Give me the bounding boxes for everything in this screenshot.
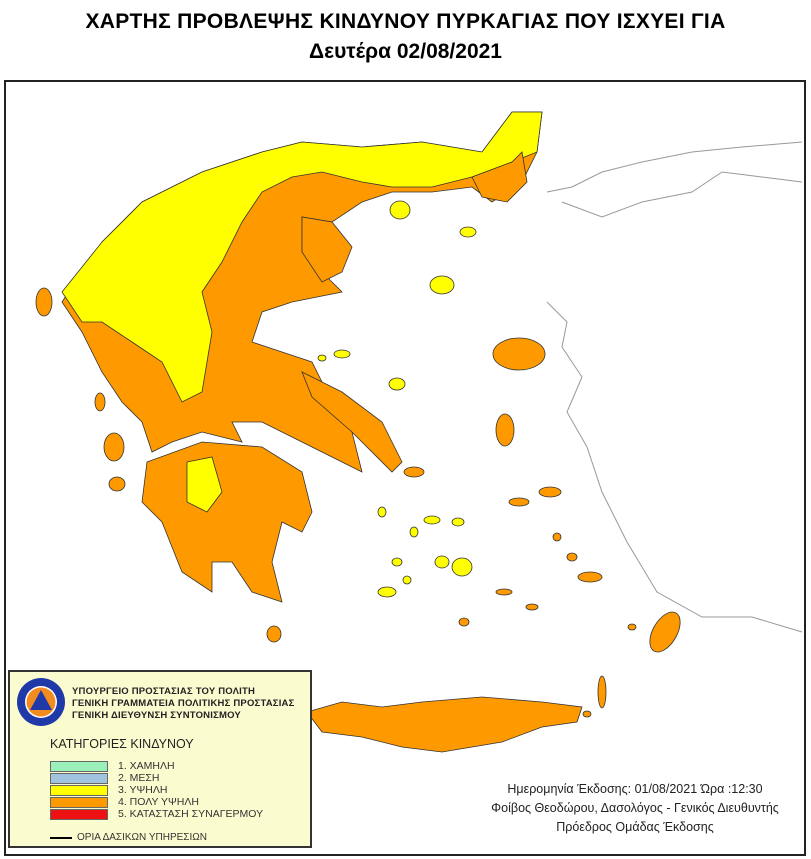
chios xyxy=(495,413,515,447)
corfu xyxy=(35,287,53,317)
evia xyxy=(301,371,403,473)
lemnos xyxy=(429,275,455,295)
halkidiki xyxy=(301,216,353,283)
ministry-line: ΥΠΟΥΡΓΕΙΟ ΠΡΟΣΤΑΣΙΑΣ ΤΟΥ ΠΟΛΙΤΗ xyxy=(72,686,256,697)
legend-box: ΥΠΟΥΡΓΕΙΟ ΠΡΟΣΤΑΣΙΑΣ ΤΟΥ ΠΟΛΙΤΗ ΓΕΝΙΚΗ Γ… xyxy=(8,670,312,848)
boundary-line-icon xyxy=(50,836,72,839)
mykonos xyxy=(451,517,465,527)
thasos xyxy=(389,200,411,220)
skopelos xyxy=(317,354,327,362)
evros-very-high xyxy=(471,151,528,203)
serifos xyxy=(391,557,403,567)
milos xyxy=(377,586,397,598)
swatch-very-high xyxy=(50,796,108,808)
symi-tilos xyxy=(627,623,637,631)
legend-label: 2. ΜΕΣΗ xyxy=(118,772,160,784)
secretariat-line: ΓΕΝΙΚΗ ΓΡΑΜΜΑΤΕΙΑ ΠΟΛΙΤΙΚΗΣ ΠΡΟΣΤΑΣΙΑΣ xyxy=(72,698,295,709)
legend-item-low: 1. ΧΑΜΗΛΗ xyxy=(50,760,175,772)
santorini xyxy=(458,617,470,627)
issue-role: Πρόεδρος Ομάδας Έκδοσης xyxy=(556,820,714,834)
boundary-label: ΟΡΙΑ ΔΑΣΙΚΩΝ ΥΠΗΡΕΣΙΩΝ xyxy=(77,832,207,843)
leros xyxy=(552,532,562,542)
paros xyxy=(434,555,450,569)
legend-item-very-high: 4. ΠΟΛΥ ΥΨΗΛΗ xyxy=(50,796,199,808)
swatch-medium xyxy=(50,772,108,784)
lesvos xyxy=(492,337,546,371)
samothraki xyxy=(459,226,477,238)
kefalonia xyxy=(103,432,125,462)
arcadia-high xyxy=(186,456,223,513)
zakynthos xyxy=(108,476,126,492)
lefkada xyxy=(94,392,106,412)
swatch-high xyxy=(50,784,108,796)
syros xyxy=(409,526,419,538)
peloponnese xyxy=(141,441,313,603)
map-date: Δευτέρα 02/08/2021 xyxy=(309,40,502,63)
sifnos xyxy=(402,575,412,585)
swatch-low xyxy=(50,760,108,772)
turkey-coastline xyxy=(546,141,803,633)
ikaria xyxy=(508,497,530,507)
kea xyxy=(377,506,387,518)
skyros xyxy=(388,377,406,391)
karpathos xyxy=(597,675,607,709)
legend-boundary: ΟΡΙΑ ΔΑΣΙΚΩΝ ΥΠΗΡΕΣΙΩΝ xyxy=(50,832,207,843)
rhodes xyxy=(649,611,681,653)
naxos xyxy=(451,557,473,577)
amorgos xyxy=(495,588,513,596)
issue-author: Φοίβος Θεοδώρου, Δασολόγος - Γενικός Διε… xyxy=(491,801,779,815)
tinos xyxy=(423,515,441,525)
kythira xyxy=(266,625,282,643)
legend-label: 4. ΠΟΛΥ ΥΨΗΛΗ xyxy=(118,796,199,808)
legend-item-alert: 5. ΚΑΤΑΣΤΑΣΗ ΣΥΝΑΓΕΡΜΟΥ xyxy=(50,808,263,820)
legend-label: 3. ΥΨΗΛΗ xyxy=(118,784,168,796)
astypalaia xyxy=(525,603,539,611)
issue-info: Ημερομηνία Έκδοσης: 01/08/2021 Ώρα :12:3… xyxy=(470,780,800,837)
legend-label: 5. ΚΑΤΑΣΤΑΣΗ ΣΥΝΑΓΕΡΜΟΥ xyxy=(118,808,264,820)
map-frame: ΥΠΟΥΡΓΕΙΟ ΠΡΟΣΤΑΣΙΑΣ ΤΟΥ ΠΟΛΙΤΗ ΓΕΝΙΚΗ Γ… xyxy=(4,80,806,856)
map-title: ΧΑΡΤΗΣ ΠΡΟΒΛΕΨΗΣ ΚΙΝΔΥΝΟΥ ΠΥΡΚΑΓΙΑΣ ΠΟΥ … xyxy=(85,10,726,33)
andros xyxy=(403,466,425,478)
civil-protection-logo-icon xyxy=(17,678,65,726)
kalymnos xyxy=(566,552,578,562)
kos xyxy=(577,571,603,583)
legend-item-high: 3. ΥΨΗΛΗ xyxy=(50,784,167,796)
legend-item-medium: 2. ΜΕΣΗ xyxy=(50,772,160,784)
crete xyxy=(306,696,583,753)
swatch-alert xyxy=(50,808,108,820)
directorate-line: ΓΕΝΙΚΗ ΔΙΕΥΘΥΝΣΗ ΣΥΝΤΟΝΙΣΜΟΥ xyxy=(72,710,241,721)
kasos xyxy=(582,710,592,718)
legend-label: 1. ΧΑΜΗΛΗ xyxy=(118,760,175,772)
fire-risk-map xyxy=(35,111,803,753)
legend-title: ΚΑΤΗΓΟΡΙΕΣ ΚΙΝΔΥΝΟΥ xyxy=(50,737,194,751)
issue-date: Ημερομηνία Έκδοσης: 01/08/2021 Ώρα :12:3… xyxy=(507,782,763,796)
sporades xyxy=(333,349,351,359)
samos xyxy=(538,486,562,498)
north-high-region xyxy=(61,111,543,403)
